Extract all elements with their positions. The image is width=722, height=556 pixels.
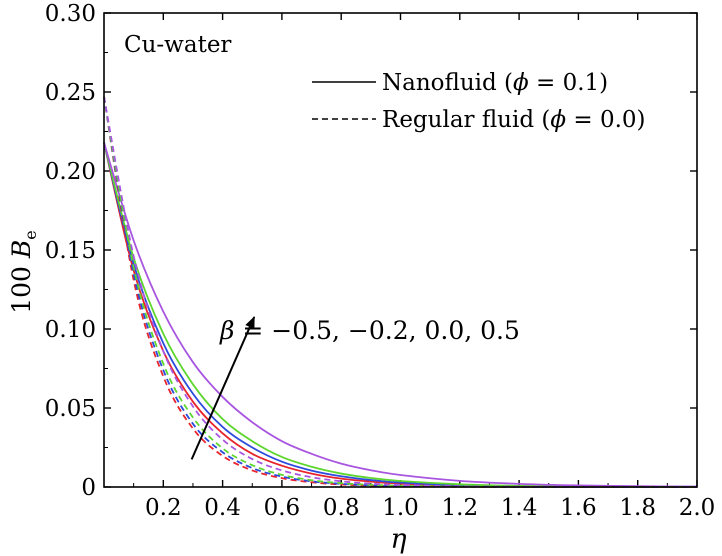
- legend: Nanofluid (ϕ = 0.1) Regular fluid (ϕ = 0…: [312, 70, 646, 133]
- legend-entry-nanofluid-suffix: = 0.1): [529, 70, 608, 96]
- y-tick-label: 0.30: [45, 1, 96, 27]
- series-line-nanofluid-beta-0_0: [103, 142, 698, 488]
- y-tick-label: 0.20: [45, 159, 96, 185]
- legend-entry-regular-suffix: = 0.0): [566, 107, 645, 133]
- series-line-regular-beta-0_0: [103, 96, 698, 488]
- x-tick-label: 1.8: [619, 495, 656, 521]
- y-tick-label: 0.10: [45, 317, 96, 343]
- y-axis-label-var: B: [7, 240, 36, 259]
- series-line-nanofluid-beta-0_5: [103, 142, 698, 488]
- series-line-regular-beta-0_5: [103, 96, 698, 488]
- series-line-nanofluid-beta--0_2: [103, 142, 698, 488]
- arrow-label: β = −0.5, −0.2, 0.0, 0.5: [219, 316, 520, 345]
- tick-labels: 0.2 0.4 0.6 0.8 1.0 1.2 1.4 1.6 1.8 2.0 0 0.05 0.10 0…: [45, 1, 716, 521]
- plot-frame: [103, 12, 698, 488]
- arrow-label-var: β: [219, 316, 234, 345]
- y-axis-label-prefix: 100: [7, 258, 36, 314]
- y-tick-label: 0.25: [45, 80, 96, 106]
- y-tick-label: 0: [81, 475, 96, 501]
- y-axis-label: 100 Be: [7, 230, 40, 314]
- x-tick-label: 0.8: [323, 495, 360, 521]
- x-axis-label: η: [390, 524, 406, 555]
- series-line-regular-beta--0_5: [103, 96, 698, 488]
- y-tick-label: 0.15: [45, 238, 96, 264]
- x-tick-label: 0.2: [145, 495, 182, 521]
- arrow-annotation: [190, 316, 256, 460]
- x-tick-label: 1.0: [382, 495, 419, 521]
- y-axis-label-sub: e: [21, 230, 40, 239]
- x-tick-label: 0.6: [264, 495, 301, 521]
- legend-entry-nanofluid-prefix: Nanofluid (: [382, 70, 513, 96]
- series-line-nanofluid-beta--0_5: [103, 142, 698, 488]
- legend-entry-nanofluid-var: ϕ: [513, 70, 529, 96]
- legend-entry-regular-var: ϕ: [550, 107, 566, 133]
- arrow-label-values: = −0.5, −0.2, 0.0, 0.5: [234, 316, 519, 345]
- x-tick-label: 0.4: [204, 495, 241, 521]
- y-tick-label: 0.05: [45, 396, 96, 422]
- fluid-annotation: Cu-water: [124, 32, 231, 58]
- legend-entry-regular-prefix: Regular fluid (: [382, 107, 550, 133]
- x-tick-label: 1.2: [442, 495, 479, 521]
- legend-entry-nanofluid: Nanofluid (ϕ = 0.1): [382, 70, 608, 96]
- x-tick-label: 1.4: [501, 495, 538, 521]
- series-line-regular-beta--0_2: [103, 96, 698, 488]
- legend-entry-regular-fluid: Regular fluid (ϕ = 0.0): [382, 107, 646, 133]
- series-group: [103, 96, 698, 488]
- x-tick-label: 2.0: [679, 495, 716, 521]
- x-tick-label: 1.6: [560, 495, 597, 521]
